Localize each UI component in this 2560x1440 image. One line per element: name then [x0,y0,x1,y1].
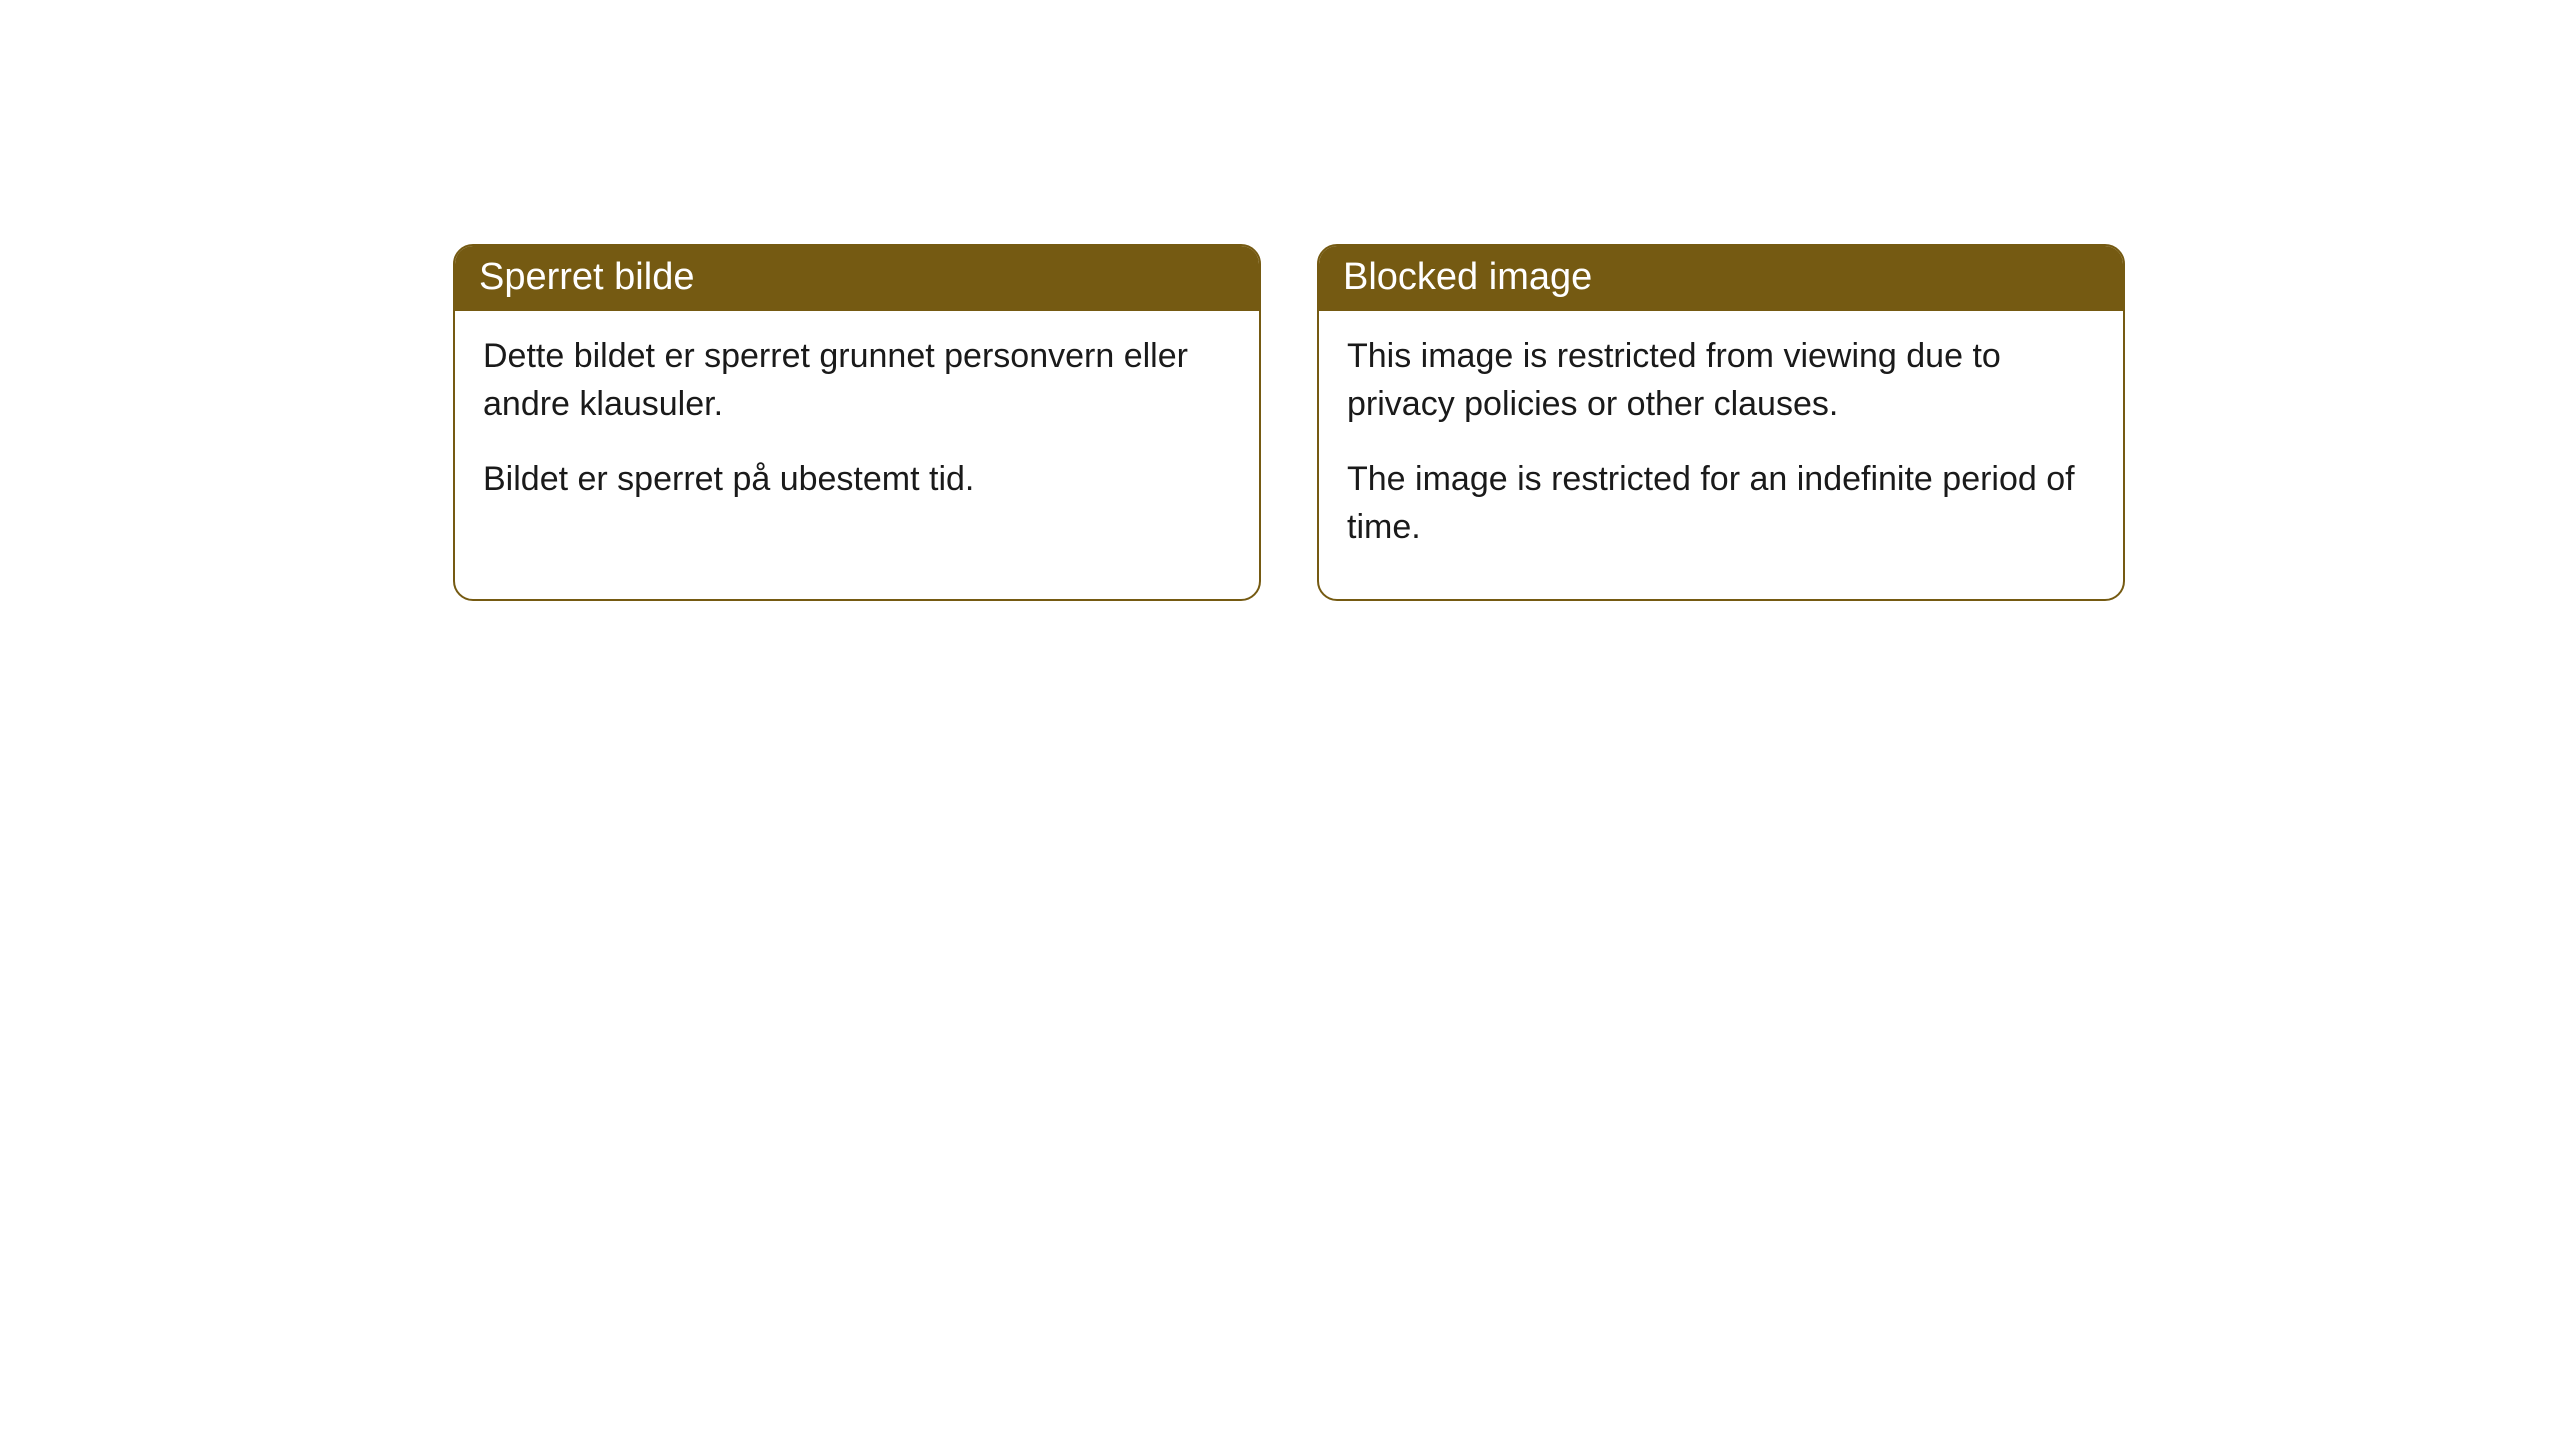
card-paragraph-2: The image is restricted for an indefinit… [1347,456,2095,551]
card-body-norwegian: Dette bildet er sperret grunnet personve… [455,311,1259,552]
blocked-image-card-english: Blocked image This image is restricted f… [1317,244,2125,601]
card-body-english: This image is restricted from viewing du… [1319,311,2123,599]
blocked-image-card-norwegian: Sperret bilde Dette bildet er sperret gr… [453,244,1261,601]
card-paragraph-1: This image is restricted from viewing du… [1347,333,2095,428]
card-header-english: Blocked image [1319,246,2123,311]
card-paragraph-1: Dette bildet er sperret grunnet personve… [483,333,1231,428]
card-paragraph-2: Bildet er sperret på ubestemt tid. [483,456,1231,504]
card-header-norwegian: Sperret bilde [455,246,1259,311]
notice-cards-container: Sperret bilde Dette bildet er sperret gr… [0,0,2560,601]
